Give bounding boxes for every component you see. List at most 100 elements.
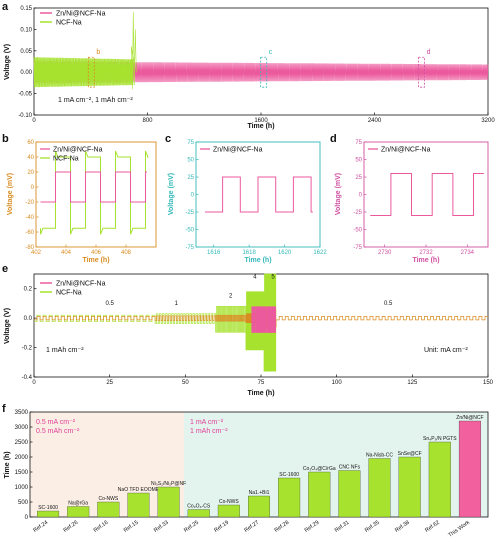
y-tick-label: -0.05 (18, 92, 32, 98)
panel-b-data (40, 150, 149, 235)
panel-f-region-right-line1: 1 mA cm⁻² (190, 419, 224, 426)
bar (428, 441, 451, 518)
y-tick-label: 0.0 (24, 316, 33, 322)
bar (278, 477, 301, 518)
y-tick-label: 1000 (15, 485, 29, 491)
category-label: Ref.28 (274, 520, 291, 534)
y-tick-label: 60 (27, 140, 34, 146)
zoom-marker-label: c (269, 49, 273, 56)
panel-d-data (370, 173, 484, 216)
legend-label-zn-d: Zn/Ni@NCF-Na (381, 147, 431, 154)
bar-label: Co₃O₄@C/rGa (303, 466, 336, 472)
y-tick-label: 0 (191, 193, 195, 199)
panel-d-ticks: 2730 2732 2734 -75 -50 -25 0 25 50 75 (353, 140, 474, 256)
x-tick-label: 1616 (207, 250, 221, 256)
series-line-ncf-na (34, 273, 277, 372)
rate-label: 1 (175, 301, 179, 307)
y-tick-label: 20 (27, 170, 34, 176)
series-line-zn-ni-ncf-na (204, 176, 313, 213)
y-tick-label: -75 (185, 245, 194, 251)
x-tick-label: 404 (61, 250, 72, 256)
x-tick-label: 75 (258, 380, 265, 386)
x-tick-label: 25 (106, 380, 113, 386)
y-tick-label: -25 (353, 210, 362, 216)
y-tick-label: 0.10 (20, 27, 32, 33)
panel-label-c: c (165, 133, 171, 145)
series-line-zn-ni-ncf-na-high-rate (251, 306, 276, 333)
zoom-marker-box (87, 56, 95, 88)
x-tick-label: 2730 (378, 250, 392, 256)
panel-d-xlabel: Time (h) (412, 257, 439, 264)
panel-b-chart: 402 404 406 408 -80 -60 -40 -20 0 20 40 60 Zn/Ni@NC… (7, 140, 157, 264)
y-tick-label: 500 (18, 500, 29, 506)
bar (97, 501, 120, 518)
series-line-ncf-na (40, 150, 149, 235)
panel-c-data (204, 176, 313, 213)
panel-e-rate-labels: 0.5 1 2 4 5 0.5 (105, 274, 392, 306)
panel-e-note-right: Unit: mA cm⁻² (424, 347, 468, 354)
bar-label: Na@rGa (68, 501, 88, 507)
bar (308, 471, 331, 518)
panel-b-xlabel: Time (h) (82, 257, 109, 264)
panel-f-chart: 0.5 mA cm⁻² 0.5 mAh cm⁻² 1 mA cm⁻² 1 mAh… (4, 410, 489, 539)
zoom-marker-label: b (96, 49, 100, 56)
zoom-marker-box (260, 56, 268, 88)
y-tick-label: 1500 (15, 470, 29, 476)
y-tick-label: 3000 (15, 425, 29, 431)
y-tick-label: 50 (187, 158, 194, 164)
panel-a-ticks: 0 800 1600 2400 3200 -0.10 -0.05 0.00 0.05 0.10 0.… (18, 6, 495, 124)
bar-label: NaO TFD EOOME (118, 487, 160, 493)
y-tick-label: -0.2 (22, 346, 33, 352)
panel-f-ticks: 0 500 1000 1500 2000 2500 3000 3500 (15, 410, 33, 521)
rate-label: 4 (253, 274, 257, 280)
category-label: Ref.25 (183, 520, 200, 534)
x-tick-label: 800 (142, 118, 153, 124)
category-label: Ref.27 (243, 520, 260, 534)
bar-label: Ni₃S₂/Ni₂P@NF (151, 481, 186, 487)
bar-label: SnSe@CF (398, 451, 422, 457)
panel-d-frame (363, 141, 489, 248)
x-tick-label: 125 (407, 380, 418, 386)
panel-a-legend: Zn/Ni@NCF-Na NCF-Na (40, 11, 106, 27)
series-line-zn-ni-ncf-na (370, 173, 484, 216)
panel-f-bars: SC-1600 Ref.24 Na@rGa Ref.26 Co-NWS Ref.16 NaO… (32, 415, 483, 539)
legend-label-ncf: NCF-Na (56, 20, 82, 27)
rate-label: 5 (271, 274, 275, 280)
panel-e-chart: 0 25 50 75 100 125 150-0.4-0.20.00.2 0.5 124 50.… (4, 273, 494, 397)
y-tick-label: 0 (359, 193, 363, 199)
panel-a-chart: 0 800 1600 2400 3200 -0.10 -0.05 0.00 0.05 0.10 0.… (4, 6, 495, 130)
panel-label-f: f (2, 403, 6, 415)
bar (217, 504, 240, 518)
y-tick-label: 0.00 (20, 70, 32, 76)
y-tick-label: 25 (187, 175, 194, 181)
y-tick-label: 3500 (15, 410, 29, 416)
panel-a-note: 1 mA cm⁻², 1 mAh cm⁻² (58, 97, 133, 104)
x-tick-label: 402 (31, 250, 42, 256)
legend-label-ncf-b: NCF-Na (53, 156, 79, 163)
category-label: Ref.35 (364, 520, 381, 534)
panel-e-note-left: 1 mAh cm⁻² (46, 347, 84, 354)
panel-a-data (33, 12, 489, 90)
bar (157, 486, 180, 518)
rate-label: 0.5 (105, 301, 114, 307)
bar-label: Na-Nisb-CC (366, 453, 393, 459)
y-tick-label: 40 (27, 155, 34, 161)
y-tick-label: 25 (355, 175, 362, 181)
panel-a-xlabel: Time (h) (247, 123, 274, 130)
bar-label: Co-NWS (98, 496, 118, 502)
legend-label-zn-b: Zn/Ni@NCF-Na (53, 147, 103, 154)
category-label: Ref.16 (93, 520, 110, 534)
bar-label: Na1.+Bi1 (249, 490, 270, 496)
bar (37, 510, 60, 518)
panel-label-e: e (2, 263, 8, 275)
y-tick-label: 0 (25, 515, 29, 521)
y-tick-label: 0.15 (20, 6, 32, 12)
category-label: Ref.62 (424, 520, 441, 534)
panel-b-ticks: 402 404 406 408 -80 -60 -40 -20 0 20 40 60 (25, 140, 131, 256)
panel-label-a: a (2, 1, 9, 13)
category-label: Ref.15 (123, 520, 140, 534)
y-tick-label: 50 (355, 158, 362, 164)
y-tick-label: 2000 (15, 455, 29, 461)
bar-label: Zn/Ni@NCF (456, 415, 483, 421)
